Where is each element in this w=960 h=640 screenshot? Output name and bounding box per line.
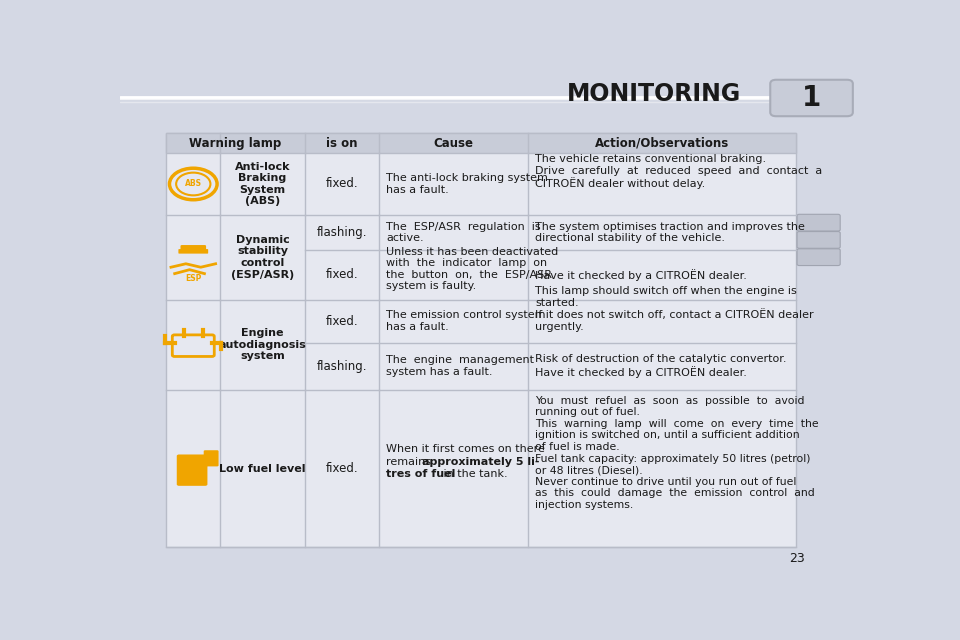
FancyBboxPatch shape (797, 214, 840, 231)
Text: The  engine  management
system has a fault.: The engine management system has a fault… (386, 355, 535, 377)
FancyBboxPatch shape (166, 134, 796, 153)
Text: is on: is on (326, 137, 357, 150)
Text: Unless it has been deactivated
with  the  indicator  lamp  on
the  button  on,  : Unless it has been deactivated with the … (386, 246, 559, 291)
Text: fixed.: fixed. (325, 315, 358, 328)
Text: The vehicle retains conventional braking.
Drive  carefully  at  reduced  speed  : The vehicle retains conventional braking… (535, 154, 823, 189)
Text: fixed.: fixed. (325, 177, 358, 191)
Text: Low fuel level: Low fuel level (219, 463, 305, 474)
Text: flashing.: flashing. (317, 226, 367, 239)
Text: tres of fuel: tres of fuel (386, 470, 456, 479)
Text: ESP: ESP (185, 274, 202, 283)
Text: The  ESP/ASR  regulation  is
active.: The ESP/ASR regulation is active. (386, 222, 541, 243)
Text: flashing.: flashing. (317, 360, 367, 372)
FancyBboxPatch shape (770, 80, 852, 116)
Text: MONITORING: MONITORING (567, 82, 741, 106)
Text: approximately 5 li-: approximately 5 li- (422, 457, 540, 467)
Text: When it first comes on there: When it first comes on there (386, 444, 545, 454)
FancyBboxPatch shape (177, 454, 207, 486)
Text: 1: 1 (802, 84, 821, 112)
Text: Dynamic
stability
control
(ESP/ASR): Dynamic stability control (ESP/ASR) (230, 235, 294, 280)
Text: remains: remains (386, 457, 435, 467)
Text: You  must  refuel  as  soon  as  possible  to  avoid
running out of fuel.
This  : You must refuel as soon as possible to a… (535, 396, 819, 510)
FancyBboxPatch shape (204, 451, 219, 467)
Text: fixed.: fixed. (325, 268, 358, 282)
Text: Anti-lock
Braking
System
(ABS): Anti-lock Braking System (ABS) (235, 161, 290, 206)
FancyBboxPatch shape (166, 134, 796, 547)
Text: Warning lamp: Warning lamp (189, 137, 281, 150)
FancyBboxPatch shape (797, 232, 840, 248)
Text: The anti-lock braking system
has a fault.: The anti-lock braking system has a fault… (386, 173, 548, 195)
Text: Action/Observations: Action/Observations (594, 137, 729, 150)
Text: in the tank.: in the tank. (440, 470, 508, 479)
Text: The system optimises traction and improves the
directional stability of the vehi: The system optimises traction and improv… (535, 222, 805, 243)
Text: Cause: Cause (433, 137, 473, 150)
Text: Risk of destruction of the catalytic convertor.
Have it checked by a CITROËN dea: Risk of destruction of the catalytic con… (535, 355, 786, 378)
Text: Have it checked by a CITROËN dealer.: Have it checked by a CITROËN dealer. (535, 269, 747, 281)
Text: ABS: ABS (184, 179, 202, 189)
FancyBboxPatch shape (179, 249, 208, 253)
Text: The emission control system
has a fault.: The emission control system has a fault. (386, 310, 546, 332)
FancyBboxPatch shape (180, 245, 206, 252)
Text: fixed.: fixed. (325, 462, 358, 475)
Text: This lamp should switch off when the engine is
started.
If it does not switch of: This lamp should switch off when the eng… (535, 286, 814, 332)
Text: 23: 23 (789, 552, 804, 565)
Text: Engine
autodiagnosis
system: Engine autodiagnosis system (219, 328, 306, 361)
FancyBboxPatch shape (797, 249, 840, 266)
